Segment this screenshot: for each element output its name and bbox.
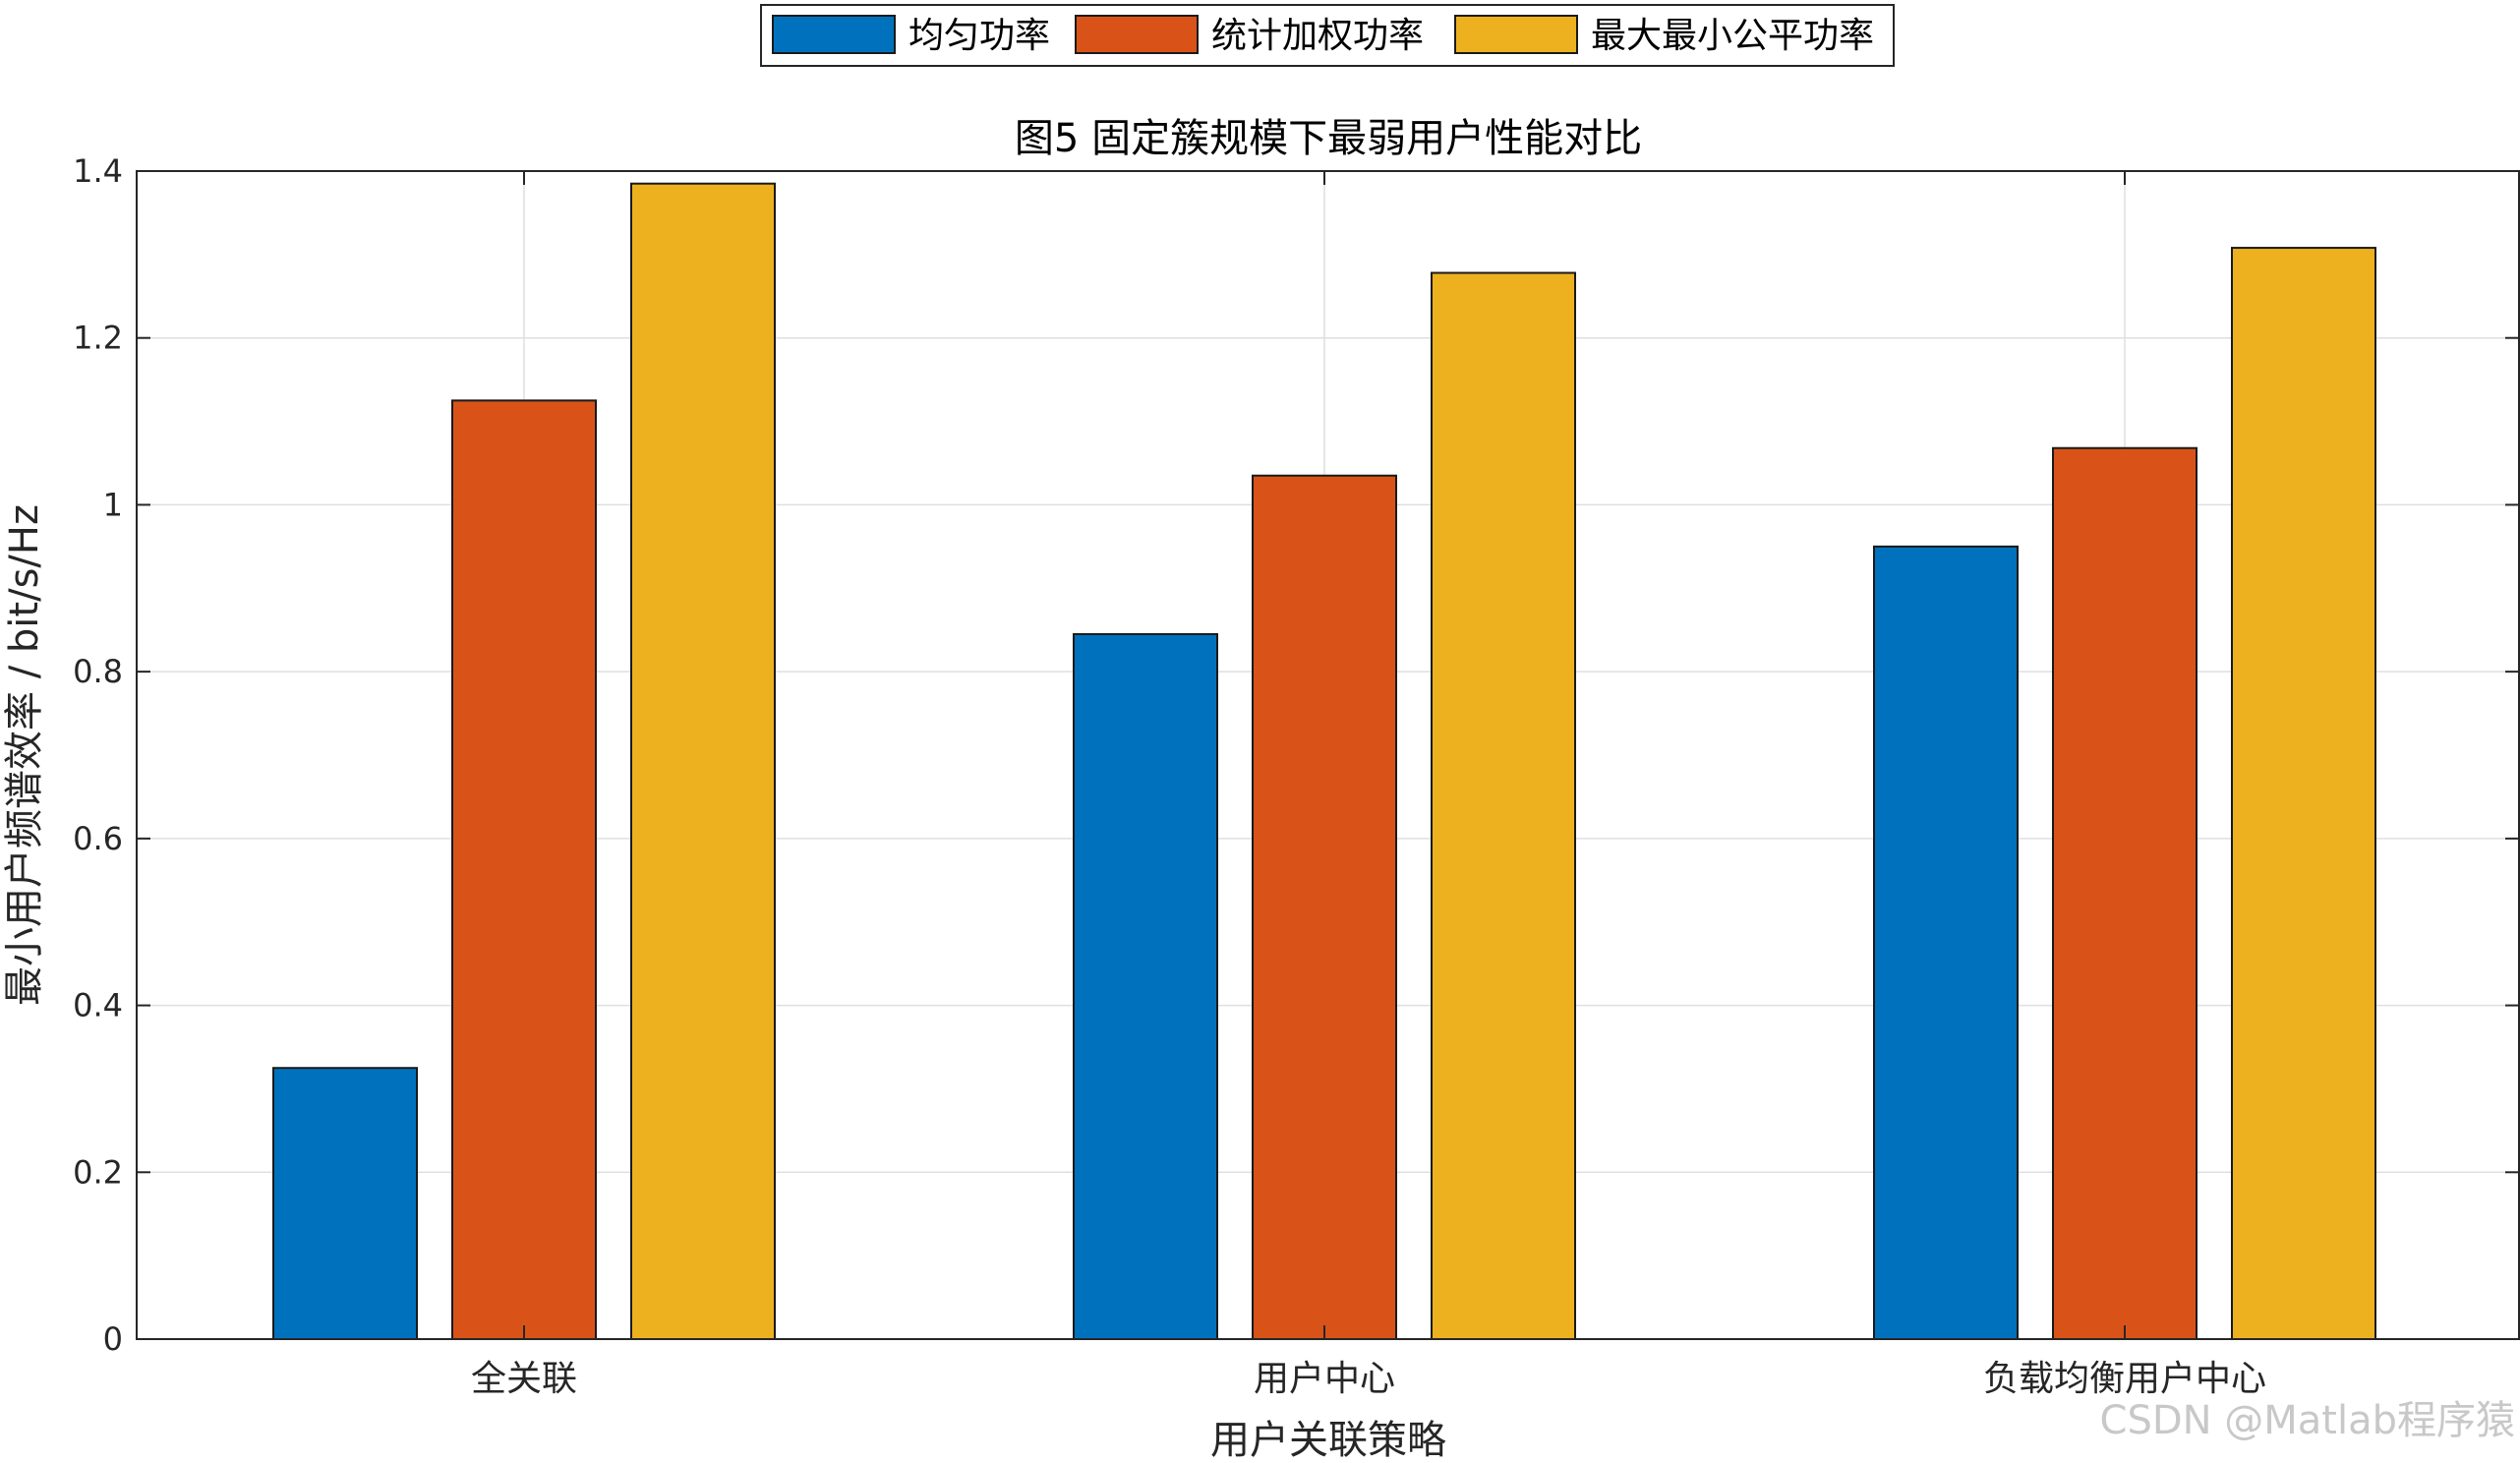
axis-ticks (137, 170, 2519, 1340)
x-tick-label: 负载均衡用户中心 (1983, 1359, 2266, 1399)
y-tick-labels: 0 0.2 0.4 0.6 0.8 1 1.2 1.4 (73, 152, 123, 1358)
legend-box (760, 4, 1895, 67)
bar-2-3 (2052, 446, 2198, 1340)
legend: 均匀功率 统计加权功率 最大最小公平功率 (760, 4, 1895, 67)
x-tick-labels: 全关联 用户中心 负载均衡用户中心 (471, 1359, 2266, 1399)
y-tick-label: 1.4 (73, 152, 123, 190)
y-tick-label: 1.2 (73, 320, 123, 357)
legend-swatch-2 (1075, 15, 1199, 54)
bar-3-3 (2231, 247, 2376, 1340)
x-tick-label: 全关联 (471, 1359, 577, 1399)
bar-1-1 (272, 1067, 418, 1340)
bar-1-3 (1873, 545, 2019, 1340)
y-tick-label: 0.6 (73, 820, 123, 857)
legend-label-1: 均匀功率 (908, 16, 1050, 56)
y-tick-label: 0.8 (73, 653, 123, 690)
bar-3-1 (630, 182, 776, 1341)
bar-2-1 (451, 399, 597, 1341)
watermark: CSDN @Matlab程序猿 (2100, 1398, 2515, 1443)
legend-swatch-1 (772, 15, 896, 54)
axes-frame (136, 170, 2520, 1340)
bar-2-2 (1252, 474, 1397, 1340)
bar-3-2 (1431, 271, 1576, 1340)
x-axis-label: 用户关联策略 (1210, 1418, 1446, 1463)
y-tick-label: 0 (103, 1320, 123, 1358)
bars (272, 182, 2376, 1341)
y-tick-label: 0.4 (73, 987, 123, 1024)
legend-label-2: 统计加权功率 (1211, 16, 1424, 56)
legend-swatch-3 (1454, 15, 1578, 54)
y-axis-label: 最小用户频谱效率 / bit/s/Hz (2, 504, 47, 1006)
y-tick-label: 1 (103, 486, 123, 523)
bar-1-2 (1073, 632, 1218, 1340)
y-tick-label: 0.2 (73, 1153, 123, 1191)
x-tick-label: 用户中心 (1254, 1359, 1395, 1399)
chart-title: 图5 固定簇规模下最弱用户性能对比 (1015, 116, 1642, 161)
legend-label-3: 最大最小公平功率 (1591, 16, 1874, 56)
